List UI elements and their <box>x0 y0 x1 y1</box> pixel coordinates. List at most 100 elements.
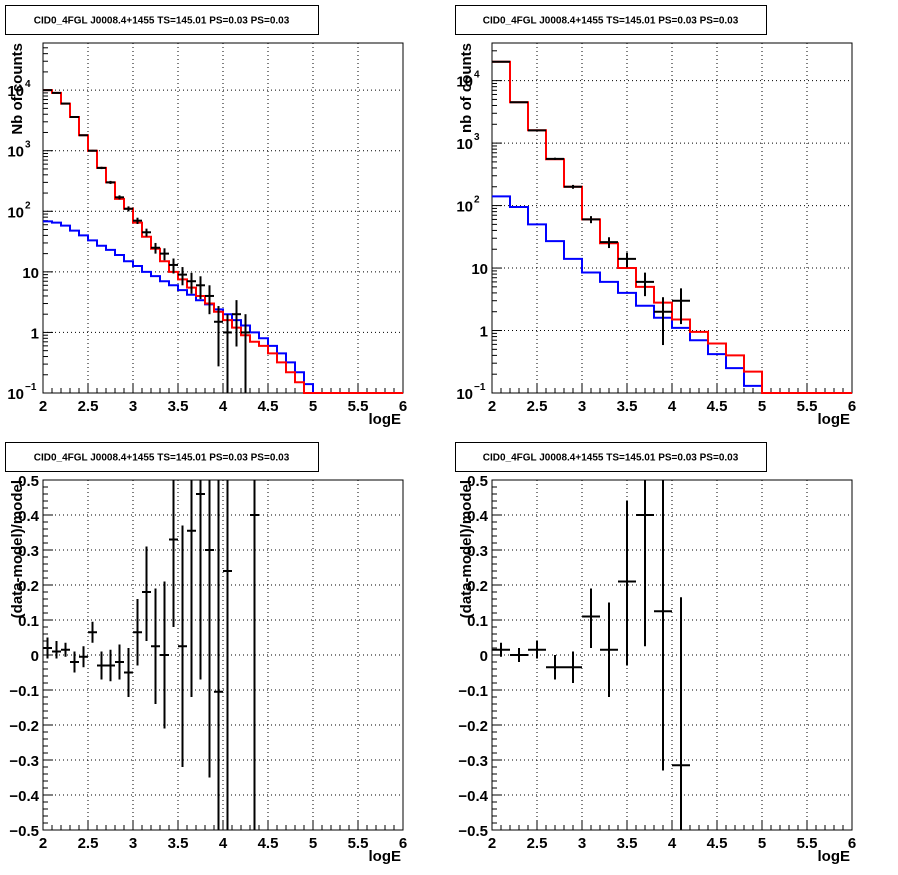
y-axis-label: nb of counts <box>458 43 475 133</box>
data-point <box>546 655 564 680</box>
y-tick-exponent: 4 <box>25 79 31 90</box>
y-tick-label: 0.3 <box>467 543 488 560</box>
data-point <box>106 180 115 184</box>
data-point <box>654 297 672 346</box>
y-tick-label: 0.4 <box>467 508 489 525</box>
x-tick-label: 3.5 <box>168 398 189 415</box>
data-point <box>492 642 510 657</box>
data-point <box>142 546 151 641</box>
x-axis-label: logE <box>369 411 402 428</box>
panel-p3: CID0_4FGL J0008.4+1455 TS=145.01 PS=0.03… <box>5 442 407 865</box>
x-tick-label: 4 <box>668 398 677 415</box>
data-point <box>133 217 142 225</box>
x-axis-label: logE <box>818 848 851 865</box>
x-tick-label: 3.5 <box>617 398 638 415</box>
data-point <box>582 588 600 648</box>
data-point <box>636 272 654 297</box>
x-tick-label: 3 <box>578 398 586 415</box>
x-tick-label: 5 <box>309 835 317 852</box>
data-point <box>97 651 106 680</box>
data-point <box>124 206 133 212</box>
x-tick-label: 2 <box>39 835 47 852</box>
x-tick-label: 3.5 <box>168 835 189 852</box>
data-point <box>160 581 169 729</box>
x-tick-label: 6 <box>399 398 407 415</box>
x-tick-label: 5 <box>309 398 317 415</box>
y-tick-exponent: −1 <box>474 382 486 393</box>
y-tick-label: 0 <box>31 648 39 665</box>
y-tick-exponent: 2 <box>25 200 31 211</box>
x-tick-label: 5.5 <box>348 398 369 415</box>
panel-p1: CID0_4FGL J0008.4+1455 TS=145.01 PS=0.03… <box>5 5 407 428</box>
panel-p2: CID0_4FGL J0008.4+1455 TS=145.01 PS=0.03… <box>455 5 856 428</box>
y-axis-label: (data-model)/model <box>9 480 26 618</box>
y-tick-label: 10 <box>7 386 24 403</box>
data-point <box>546 157 564 160</box>
data-point <box>178 267 187 286</box>
y-tick-label: 1 <box>31 325 39 342</box>
x-tick-label: 4.5 <box>707 398 728 415</box>
data-point <box>223 314 232 393</box>
data-point <box>160 248 169 261</box>
y-tick-label: −0.4 <box>458 788 488 805</box>
y-tick-label: −0.3 <box>9 753 39 770</box>
y-tick-label: 10 <box>22 265 39 282</box>
data-point <box>52 91 61 94</box>
y-tick-label: 10 <box>7 204 24 221</box>
y-tick-label: −0.1 <box>9 683 39 700</box>
chart-title: CID0_4FGL J0008.4+1455 TS=145.01 PS=0.03… <box>34 453 290 464</box>
x-tick-label: 5.5 <box>797 835 818 852</box>
y-axis-label: (data-model)/model <box>458 480 475 618</box>
data-point <box>88 621 97 643</box>
x-tick-label: 2.5 <box>78 398 99 415</box>
data-point <box>528 641 546 659</box>
data-point <box>151 588 160 704</box>
y-tick-label: −0.5 <box>9 823 39 840</box>
chart-title: CID0_4FGL J0008.4+1455 TS=145.01 PS=0.03… <box>483 453 739 464</box>
data-point <box>61 102 70 105</box>
y-tick-label: 0.1 <box>18 613 39 630</box>
y-tick-label: 0.2 <box>18 578 39 595</box>
data-point <box>115 644 124 680</box>
x-tick-label: 6 <box>399 835 407 852</box>
y-tick-label: 10 <box>456 386 473 403</box>
y-tick-label: 0.5 <box>18 473 39 490</box>
x-tick-label: 5.5 <box>797 398 818 415</box>
data-point <box>169 480 178 627</box>
title-box <box>455 442 767 472</box>
x-axis-label: logE <box>818 411 851 428</box>
x-tick-label: 6 <box>848 398 856 415</box>
panel-p4: CID0_4FGL J0008.4+1455 TS=145.01 PS=0.03… <box>455 442 856 865</box>
x-tick-label: 5 <box>758 398 766 415</box>
data-point <box>618 501 636 666</box>
y-tick-label: 10 <box>456 136 473 153</box>
data-point <box>214 306 223 367</box>
data-point <box>636 480 654 647</box>
y-tick-exponent: 3 <box>474 132 480 143</box>
data-point <box>510 101 528 104</box>
x-tick-label: 2 <box>488 835 496 852</box>
y-tick-label: 0.3 <box>18 543 39 560</box>
data-point <box>250 480 259 830</box>
data-point <box>133 599 142 666</box>
x-tick-label: 6 <box>848 835 856 852</box>
y-tick-label: 0.4 <box>18 508 40 525</box>
x-tick-label: 2.5 <box>527 835 548 852</box>
x-tick-label: 5.5 <box>348 835 369 852</box>
y-tick-label: −0.2 <box>458 718 488 735</box>
x-tick-label: 4 <box>668 835 677 852</box>
data-point <box>70 116 79 119</box>
x-tick-label: 5 <box>758 835 766 852</box>
data-point <box>187 272 196 294</box>
x-tick-label: 3.5 <box>617 835 638 852</box>
y-tick-exponent: 4 <box>474 70 480 81</box>
x-tick-label: 2.5 <box>78 835 99 852</box>
y-tick-label: 0.2 <box>467 578 488 595</box>
data-point <box>178 525 187 767</box>
x-tick-label: 2 <box>488 398 496 415</box>
y-tick-exponent: 3 <box>25 140 31 151</box>
data-point <box>142 228 151 237</box>
data-point <box>241 314 250 393</box>
data-point <box>564 651 582 683</box>
data-point <box>582 216 600 224</box>
